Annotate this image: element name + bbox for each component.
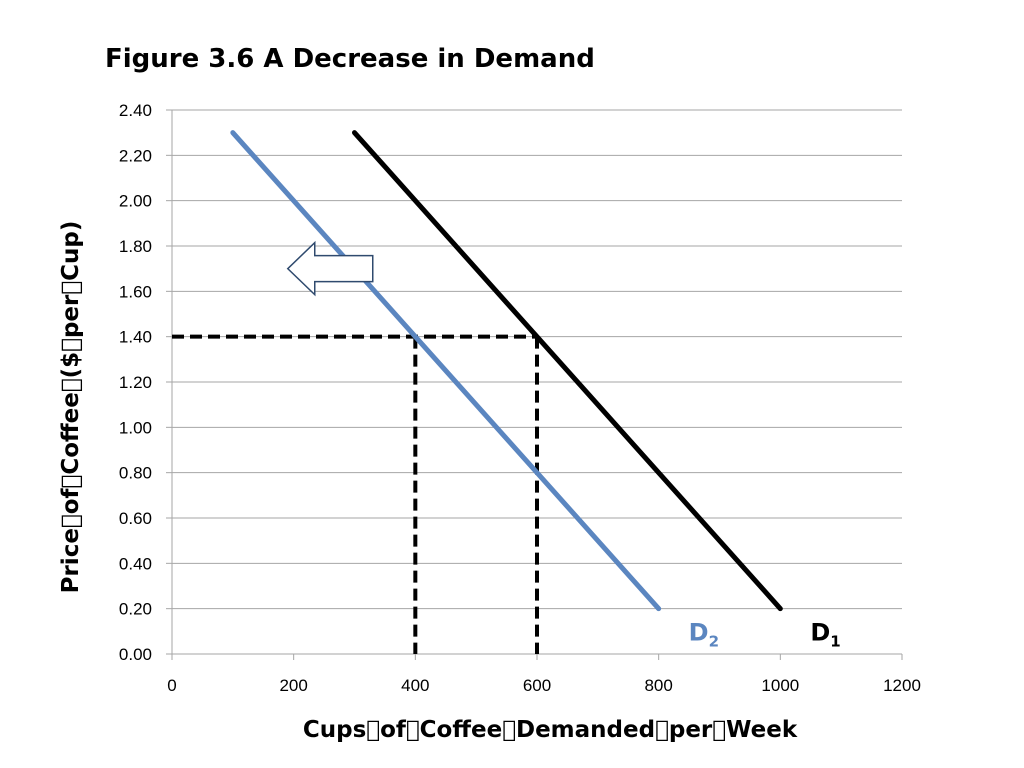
x-tick-label: 1200	[883, 676, 921, 695]
series: D1 D2	[230, 130, 841, 651]
y-tick-label: 0.40	[119, 554, 152, 573]
x-tick-label: 600	[523, 676, 551, 695]
curve-label-d1: D1	[810, 619, 840, 651]
y-tick-label: 1.80	[119, 237, 152, 256]
x-axis-label: Cups of Coffee Demanded per Week	[303, 717, 798, 743]
curve-label-d2: D2	[689, 619, 719, 651]
x-tick-label: 800	[644, 676, 672, 695]
axes: 0.00 0.20 0.40 0.60 0.80 1.00 1.20 1.40 1.60 1.80…	[119, 101, 921, 695]
annotations	[286, 240, 374, 297]
y-tick-label: 0.20	[119, 600, 152, 619]
chart-title: Figure 3.6 A Decrease in Demand	[105, 44, 595, 74]
y-tick-label: 1.60	[119, 282, 152, 301]
y-tick-label: 1.40	[119, 328, 152, 347]
x-tick-label: 0	[167, 676, 176, 695]
y-tick-label: 1.00	[119, 418, 152, 437]
x-tick-label: 1000	[761, 676, 799, 695]
y-tick-label: 2.20	[119, 146, 152, 165]
y-axis-label: Price of Coffee ($ per Cup)	[58, 221, 84, 594]
y-tick-label: 1.20	[119, 373, 152, 392]
shift-left-arrow-icon	[286, 240, 374, 297]
y-tick-label: 0.80	[119, 464, 152, 483]
y-tick-label: 0.60	[119, 509, 152, 528]
y-tick-label: 0.00	[119, 645, 152, 664]
y-tick-label: 2.40	[119, 101, 152, 120]
y-tick-label: 2.00	[119, 192, 152, 211]
x-tick-label: 200	[279, 676, 307, 695]
demand-curve-d2	[230, 130, 662, 612]
x-tick-label: 400	[401, 676, 429, 695]
demand-curve-d1	[352, 130, 783, 612]
reference-lines	[172, 334, 539, 654]
